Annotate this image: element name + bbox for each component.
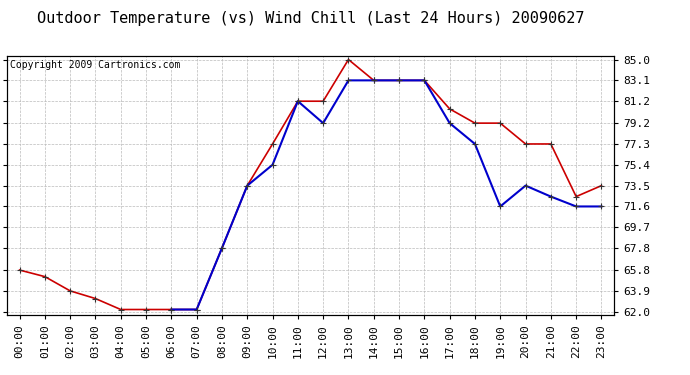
Text: Copyright 2009 Cartronics.com: Copyright 2009 Cartronics.com <box>10 60 180 70</box>
Text: Outdoor Temperature (vs) Wind Chill (Last 24 Hours) 20090627: Outdoor Temperature (vs) Wind Chill (Las… <box>37 11 584 26</box>
